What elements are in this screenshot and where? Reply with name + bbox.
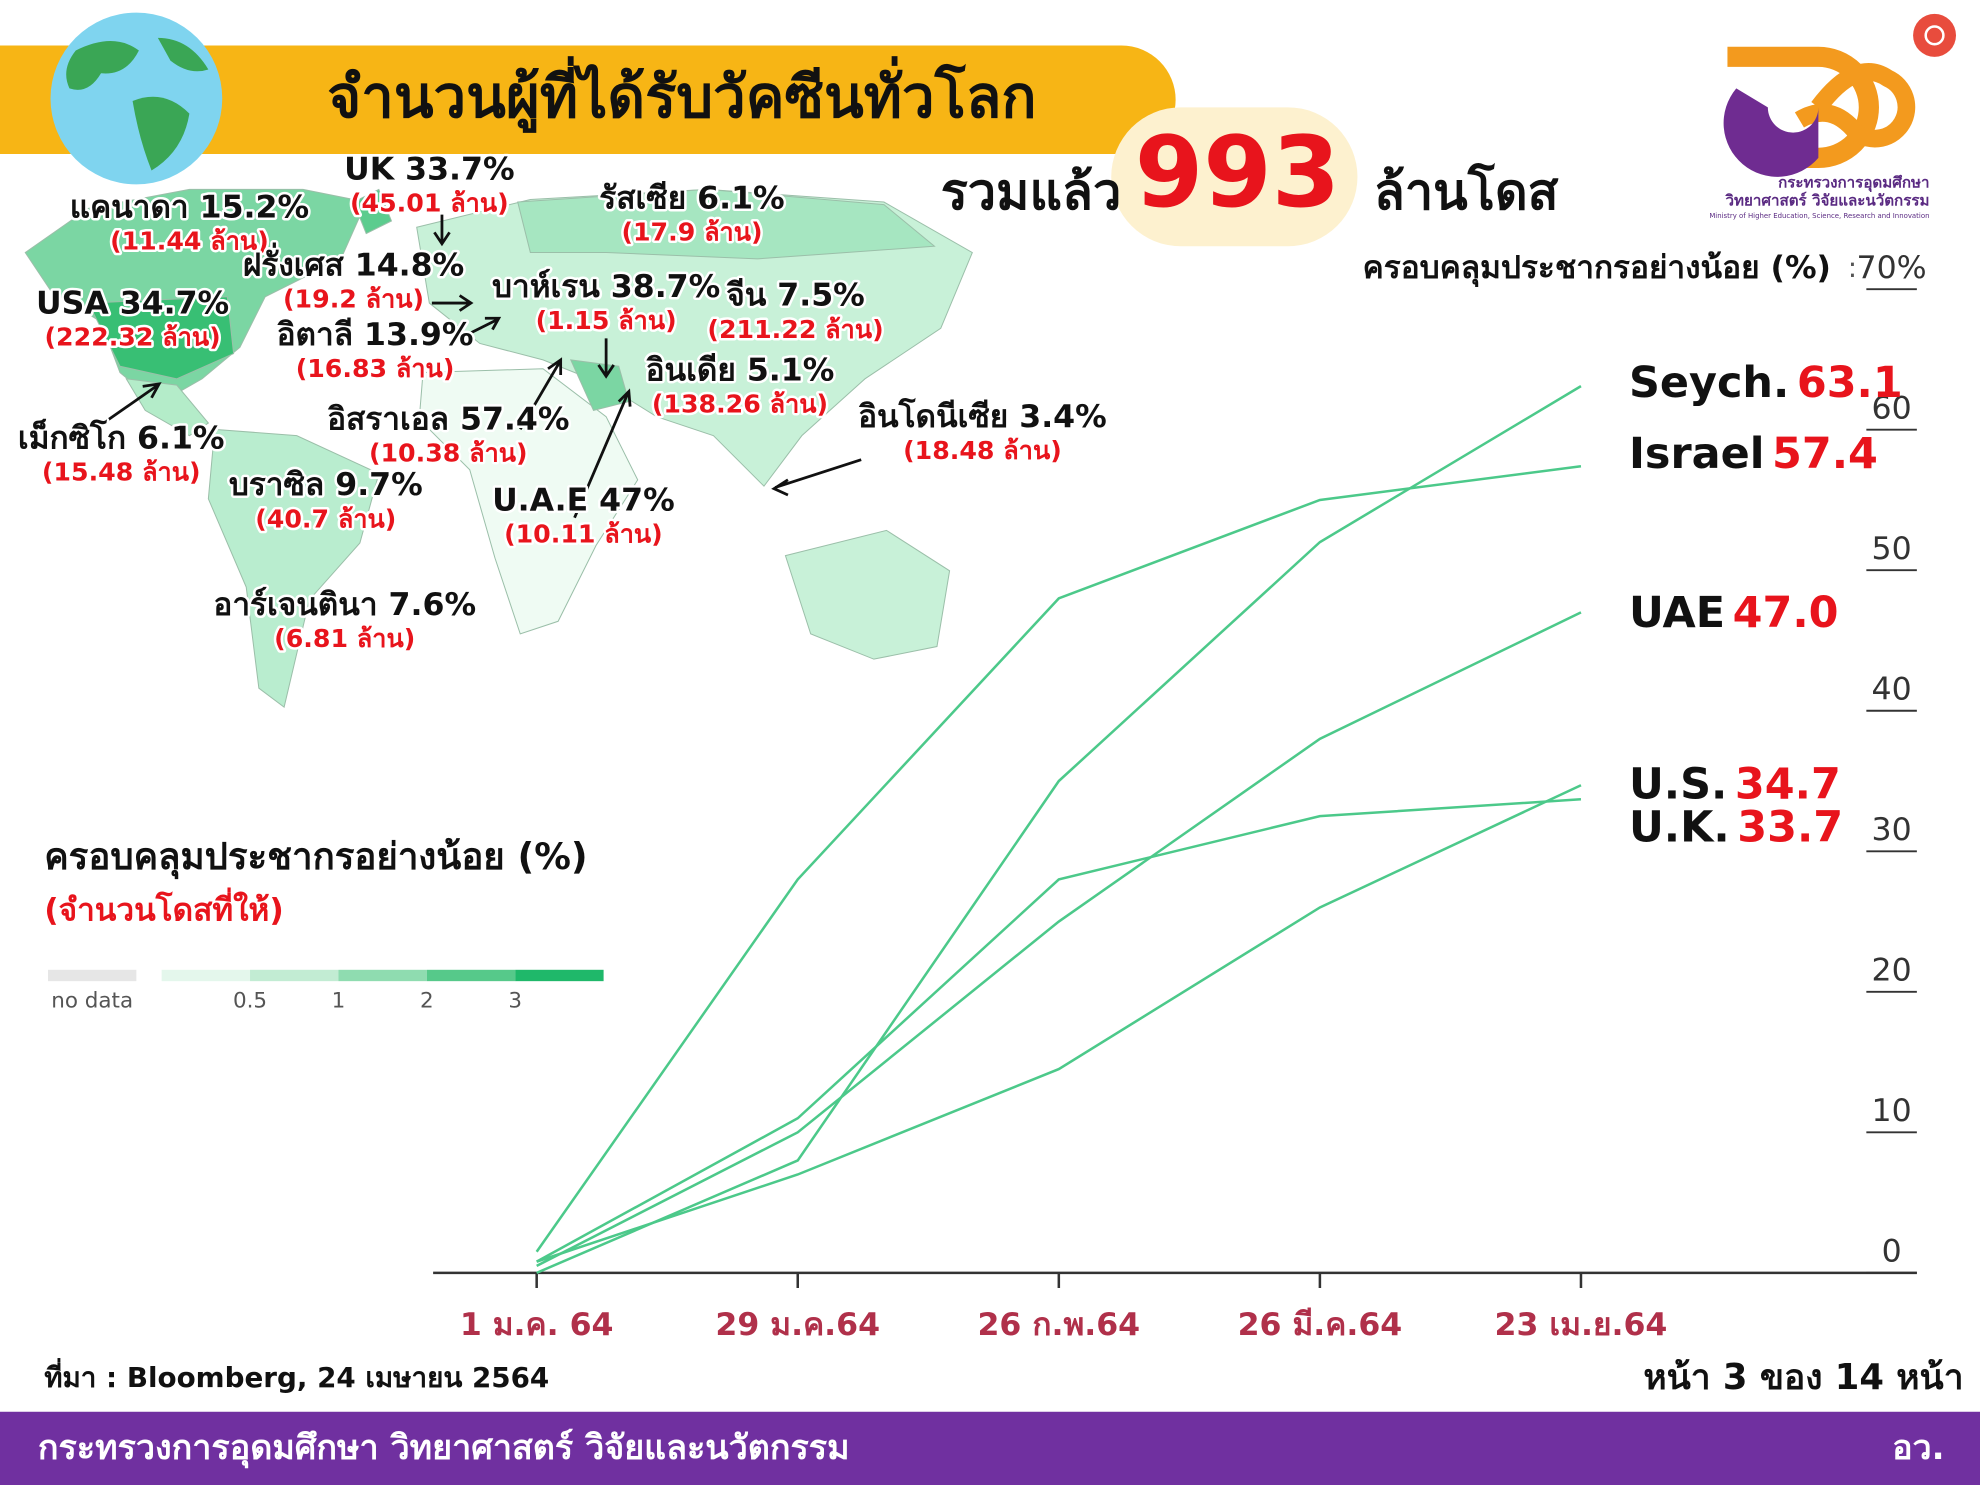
- series-end-label: Israel 57.4: [1629, 428, 1878, 478]
- country-doses: (222.32 ล้าน): [44, 322, 220, 351]
- x-tick-label: 23 เม.ย.64: [1495, 1307, 1668, 1343]
- logo-line: กระทรวงการอุดมศึกษา: [1778, 174, 1929, 193]
- chart-area: 0 10 20 30 40 50 60 70% 1 ม.ค. 64 29 ม.ค.64 26 ก.พ…: [460, 250, 1927, 1343]
- total-prefix: รวมแล้ว: [941, 162, 1122, 221]
- world-map: [24, 188, 973, 709]
- country-doses: (40.7 ล้าน): [255, 504, 396, 533]
- logo-line: วิทยาศาสตร์ วิจัยและนวัตกรรม: [1725, 191, 1929, 209]
- main-title: จำนวนผู้ที่ได้รับวัคซีนทั่วโลก: [327, 56, 1036, 133]
- series-end-label: UAE 47.0: [1629, 587, 1839, 637]
- country-doses: (19.2 ล้าน): [283, 285, 424, 314]
- y-tick-label: 70%: [1857, 250, 1927, 286]
- logo-line: Ministry of Higher Education, Science, R…: [1709, 212, 1929, 220]
- series-end-label: U.K. 33.7: [1629, 802, 1843, 852]
- country-label: U.A.E 47%: [492, 482, 675, 518]
- country-doses: (45.01 ล้าน): [350, 189, 509, 218]
- legend-label: 1: [332, 988, 346, 1013]
- country-label: ฝรั่งเศส 14.8%: [243, 242, 464, 283]
- country-label: อินเดีย 5.1%: [646, 352, 835, 388]
- country-label: อิสราเอล 57.4%: [327, 401, 569, 437]
- footer-bar: [0, 1411, 1980, 1485]
- x-tick-label: 29 ม.ค.64: [715, 1307, 880, 1343]
- series-name: U.K.: [1629, 802, 1730, 852]
- y-tick-label: 20: [1872, 953, 1912, 989]
- total-value: 993: [1135, 116, 1341, 230]
- country-label: บาห์เรน 38.7%: [492, 269, 720, 305]
- y-axis-title: ครอบคลุมประชากรอย่างน้อย (%): [1363, 250, 1831, 287]
- value-label: 63.1: [1797, 358, 1903, 408]
- country-doses: (10.11 ล้าน): [504, 519, 663, 548]
- map-arrows: [102, 214, 862, 519]
- page-number: หน้า 3 ของ 14 หน้า: [1643, 1357, 1963, 1398]
- series-name: Seych.: [1629, 358, 1789, 408]
- no-data-swatch: [47, 969, 137, 982]
- country-doses: (1.15 ล้าน): [536, 306, 677, 335]
- separator: :: [1848, 251, 1857, 284]
- y-tick-label: 30: [1872, 812, 1912, 848]
- legend-subtitle: (จำนวนโดสที่ให้): [44, 888, 284, 929]
- series-name: U.S.: [1629, 759, 1727, 809]
- series-line: [536, 611, 1582, 1267]
- legend-label: no data: [51, 988, 133, 1013]
- legend-label: 0.5: [233, 988, 267, 1013]
- legend-title: ครอบคลุมประชากรอย่างน้อย (%): [44, 835, 587, 880]
- x-tick-label: 1 ม.ค. 64: [460, 1307, 614, 1343]
- legend-scale: 0.5 1 2 3: [161, 969, 604, 1013]
- legend-label: 2: [420, 988, 434, 1013]
- x-tick-label: 26 ก.พ.64: [977, 1307, 1140, 1343]
- series-name: UAE: [1629, 587, 1725, 637]
- footer-ministry: กระทรวงการอุดมศึกษา วิทยาศาสตร์ วิจัยและ…: [38, 1428, 850, 1469]
- country-label: เม็กซิโก 6.1%: [18, 417, 225, 456]
- y-tick-label: 40: [1872, 672, 1912, 708]
- y-tick-label: 60: [1872, 390, 1912, 426]
- country-doses: (6.81 ล้าน): [274, 624, 415, 653]
- country-label: แคนาดา 15.2%: [70, 189, 309, 225]
- title-banner: [0, 45, 1176, 155]
- country-label: อิตาลี 13.9%: [277, 317, 474, 353]
- footer-abbr: อว.: [1892, 1428, 1945, 1468]
- series-line: [535, 464, 1582, 1253]
- series-end-label: U.S. 34.7: [1629, 759, 1841, 809]
- country-doses: (15.48 ล้าน): [42, 458, 201, 487]
- series-line: [536, 798, 1582, 1263]
- value-label: 33.7: [1737, 802, 1843, 852]
- series-name: Israel: [1629, 428, 1764, 478]
- total-unit: ล้านโดส: [1374, 162, 1559, 221]
- value-label: 34.7: [1735, 759, 1841, 809]
- country-doses: (16.83 ล้าน): [296, 354, 455, 383]
- country-doses: (138.26 ล้าน): [652, 389, 828, 418]
- y-tick-label: 50: [1872, 531, 1912, 567]
- country-doses: (18.48 ล้าน): [903, 436, 1062, 465]
- series-line: [536, 784, 1582, 1263]
- country-doses: (10.38 ล้าน): [369, 439, 528, 468]
- country-label: USA 34.7%: [36, 285, 229, 321]
- y-tick-label: 0: [1882, 1234, 1902, 1270]
- total-badge: [1111, 107, 1358, 247]
- country-label: UK 33.7%: [344, 151, 515, 187]
- country-label: อินโดนีเซีย 3.4%: [858, 397, 1107, 435]
- country-label: บราซิล 9.7%: [229, 467, 423, 503]
- value-label: 57.4: [1772, 428, 1878, 478]
- country-label: อาร์เจนตินา 7.6%: [213, 587, 476, 623]
- globe-icon: [50, 12, 223, 185]
- legend-label: 3: [508, 988, 522, 1013]
- source: ที่มา : Bloomberg, 24 เมษายน 2564: [44, 1357, 549, 1394]
- country-doses: (211.22 ล้าน): [707, 315, 883, 344]
- y-tick-label: 10: [1872, 1093, 1912, 1129]
- country-doses: (11.44 ล้าน): [110, 226, 269, 255]
- series-line: [536, 385, 1582, 1275]
- ministry-logo: [1723, 13, 1957, 177]
- series-end-label: Seych. 63.1: [1629, 358, 1903, 408]
- value-label: 47.0: [1733, 587, 1839, 637]
- country-label: รัสเซีย 6.1%: [599, 181, 784, 217]
- x-tick-label: 26 มี.ค.64: [1238, 1307, 1403, 1343]
- country-doses: (17.9 ล้าน): [621, 218, 762, 247]
- map-labels: แคนาดา 15.2%(11.44 ล้าน) UK 33.7%(45.01 ล…: [15, 149, 1109, 656]
- country-label: จีน 7.5%: [726, 278, 865, 314]
